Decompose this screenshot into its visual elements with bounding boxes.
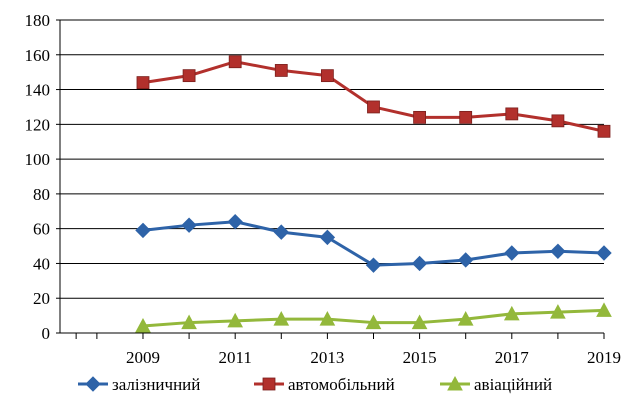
gridlines — [60, 19, 604, 299]
series-0 — [135, 214, 612, 273]
x-tick-label: 2009 — [126, 348, 160, 367]
data-point — [227, 312, 244, 328]
y-tick-label: 180 — [25, 11, 51, 30]
x-axis-tick-labels: 2009 2011 2013 2015 2017 2019 — [126, 348, 621, 367]
data-point — [459, 110, 473, 124]
data-point — [319, 229, 336, 246]
y-tick-label: 60 — [33, 220, 50, 239]
y-tick-label: 120 — [25, 115, 51, 134]
data-point — [597, 124, 611, 138]
y-tick-label: 0 — [42, 324, 51, 343]
data-point — [596, 302, 612, 317]
y-tick-label: 20 — [33, 289, 50, 308]
legend-marker — [85, 376, 101, 392]
data-point — [365, 257, 382, 273]
legend-label: залізничний — [112, 375, 200, 394]
y-tick-label: 80 — [33, 185, 50, 204]
x-tick-label: 2015 — [403, 348, 437, 367]
y-tick-label: 140 — [25, 81, 51, 100]
data-point — [504, 245, 520, 261]
axes — [56, 19, 605, 339]
data-point — [367, 100, 380, 114]
legend-marker — [447, 375, 463, 391]
data-point — [365, 314, 382, 330]
series-1 — [136, 55, 611, 138]
data-point — [550, 304, 566, 319]
x-tick-label: 2017 — [495, 348, 530, 367]
data-point — [135, 317, 151, 333]
data-point — [550, 243, 566, 259]
series-2 — [135, 302, 612, 333]
series-layer — [135, 55, 612, 333]
data-point — [596, 245, 612, 261]
y-tick-label: 160 — [25, 46, 51, 65]
x-tick-label: 2013 — [310, 348, 344, 367]
data-point — [457, 252, 474, 268]
data-point — [227, 214, 243, 230]
legend-marker — [262, 377, 276, 391]
legend-item-2: авіаційний — [440, 375, 552, 394]
data-point — [273, 224, 289, 240]
data-point — [505, 107, 519, 121]
data-point — [273, 311, 290, 326]
data-point — [136, 76, 150, 89]
data-point — [411, 255, 428, 272]
legend-label: автомобільний — [288, 375, 395, 394]
y-tick-label: 40 — [33, 254, 50, 273]
data-point — [274, 64, 288, 77]
data-point — [181, 217, 197, 233]
data-point — [503, 305, 520, 321]
data-point — [320, 69, 334, 83]
data-point — [135, 222, 151, 239]
data-point — [551, 114, 565, 128]
data-point — [411, 314, 428, 330]
data-point — [413, 110, 426, 124]
x-tick-label: 2019 — [587, 348, 621, 367]
series-line — [142, 60, 605, 133]
data-point — [182, 69, 196, 83]
legend-item-1: автомобільний — [254, 375, 395, 394]
x-tick-label: 2011 — [218, 348, 251, 367]
y-axis-tick-labels: 0 20 40 60 80 100 120 140 160 180 — [25, 11, 51, 343]
y-tick-label: 100 — [25, 150, 51, 169]
legend: залізничний автомобільний авіаційний — [78, 375, 552, 394]
data-point — [319, 311, 336, 326]
data-point — [181, 314, 197, 330]
data-point — [457, 311, 474, 326]
legend-item-0: залізничний — [78, 375, 200, 394]
legend-label: авіаційний — [474, 375, 552, 394]
data-point — [228, 55, 242, 69]
